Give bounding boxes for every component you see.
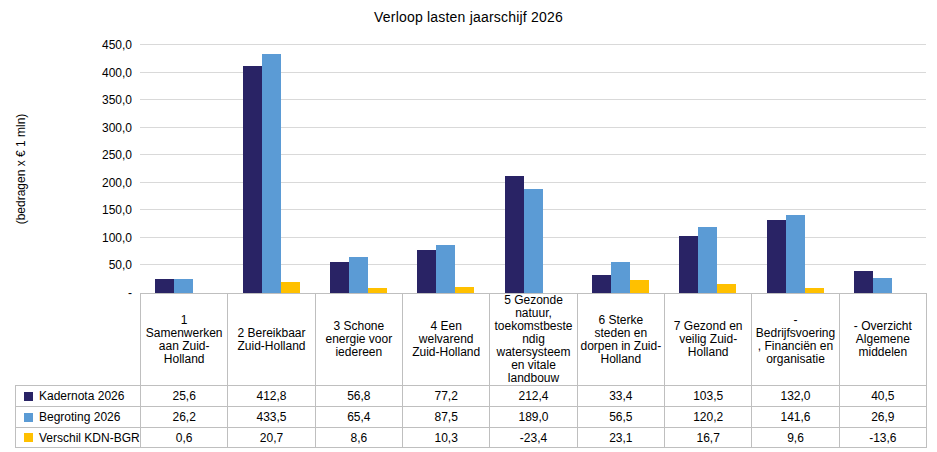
bar [717,284,736,293]
bar [873,278,892,293]
y-axis-tick-label: 300,0 [52,121,132,135]
value-cell: 120,2 [664,406,751,427]
value-cell: 8,6 [315,427,402,448]
y-axis-tick-label: 200,0 [52,176,132,190]
category-label: 6 Sterke steden en dorpen in Zuid-Hollan… [580,314,662,366]
bar [854,271,873,293]
y-axis-tick-label: 450,0 [52,38,132,52]
category-label: 3 Schone energie voor iedereen [318,320,400,359]
category-label: 5 Gezonde natuur, toekomstbestendig wate… [492,294,574,385]
bar [243,66,262,293]
category-cell: 3 Schone energie voor iedereen [315,293,402,385]
value-cell: 132,0 [751,385,838,406]
value-cell: 23,1 [577,427,664,448]
bar [767,220,786,293]
y-axis-tick-label: 350,0 [52,93,132,107]
value-cell: 26,9 [839,406,927,427]
bar [592,275,611,293]
legend-label: Begroting 2026 [39,410,120,424]
legend-label: Verschil KDN-BGR [39,431,140,445]
value-cell: 141,6 [751,406,838,427]
category-label: - Overzicht Algemene middelen [842,320,924,359]
legend-cell: Kadernota 2026 [15,385,140,406]
value-cell: 20,7 [227,427,314,448]
bar [698,227,717,293]
category-cell: 2 Bereikbaar Zuid-Holland [227,293,314,385]
y-axis-tick-label: 150,0 [52,203,132,217]
value-cell: 189,0 [489,406,576,427]
chart-title: Verloop lasten jaarschijf 2026 [0,9,937,25]
value-cell: -13,6 [839,427,927,448]
category-cell: 6 Sterke steden en dorpen in Zuid-Hollan… [577,293,664,385]
value-cell: 33,4 [577,385,664,406]
category-cell: - Bedrijfsvoering, Financiën en organisa… [751,293,838,385]
gridline [140,44,926,45]
legend-cell: Verschil KDN-BGR [15,427,140,448]
bar [786,215,805,293]
value-cell: 26,2 [140,406,227,427]
value-cell: 433,5 [227,406,314,427]
bar-chart: Verloop lasten jaarschijf 2026 (bedragen… [0,0,937,452]
bar [330,262,349,293]
legend-label: Kadernota 2026 [39,389,124,403]
value-cell: 0,6 [140,427,227,448]
bar [417,250,436,293]
value-cell: 56,8 [315,385,402,406]
value-cell: 212,4 [489,385,576,406]
bar [505,176,524,293]
category-label: 7 Gezond en veilig Zuid-Holland [667,320,749,359]
category-cell: 1 Samenwerken aan Zuid-Holland [140,293,227,385]
value-cell: 9,6 [751,427,838,448]
y-axis-tick-label: - [52,286,132,300]
bar [349,257,368,293]
legend-swatch [24,413,33,422]
y-axis-tick-label: 400,0 [52,66,132,80]
category-cell: 4 Een welvarend Zuid-Holland [402,293,489,385]
category-cell: 7 Gezond en veilig Zuid-Holland [664,293,751,385]
bar [155,279,174,293]
bar [262,54,281,293]
value-cell: -23,4 [489,427,576,448]
y-axis-tick-label: 100,0 [52,231,132,245]
category-label: 1 Samenwerken aan Zuid-Holland [143,314,225,366]
bar [174,279,193,293]
category-cell: 5 Gezonde natuur, toekomstbestendig wate… [489,293,576,385]
y-axis-title: (bedragen x € 1 mln) [14,114,28,225]
value-cell: 77,2 [402,385,489,406]
bar [524,189,543,293]
y-axis-tick-label: 50,0 [52,258,132,272]
category-label: 4 Een welvarend Zuid-Holland [405,320,487,359]
value-cell: 40,5 [839,385,927,406]
value-cell: 56,5 [577,406,664,427]
bar [436,245,455,293]
category-cell: - Overzicht Algemene middelen [839,293,927,385]
legend-swatch [24,392,33,401]
value-cell: 65,4 [315,406,402,427]
y-axis-tick-label: 250,0 [52,148,132,162]
value-cell: 412,8 [227,385,314,406]
category-label: - Bedrijfsvoering, Financiën en organisa… [754,314,836,366]
value-cell: 10,3 [402,427,489,448]
category-label: 2 Bereikbaar Zuid-Holland [230,327,312,353]
value-cell: 87,5 [402,406,489,427]
value-cell: 103,5 [664,385,751,406]
bar [679,236,698,293]
value-cell: 25,6 [140,385,227,406]
bar [281,282,300,293]
legend-cell: Begroting 2026 [15,406,140,427]
bar [630,280,649,293]
bar [611,262,630,293]
value-cell: 16,7 [664,427,751,448]
legend-swatch [24,433,33,442]
